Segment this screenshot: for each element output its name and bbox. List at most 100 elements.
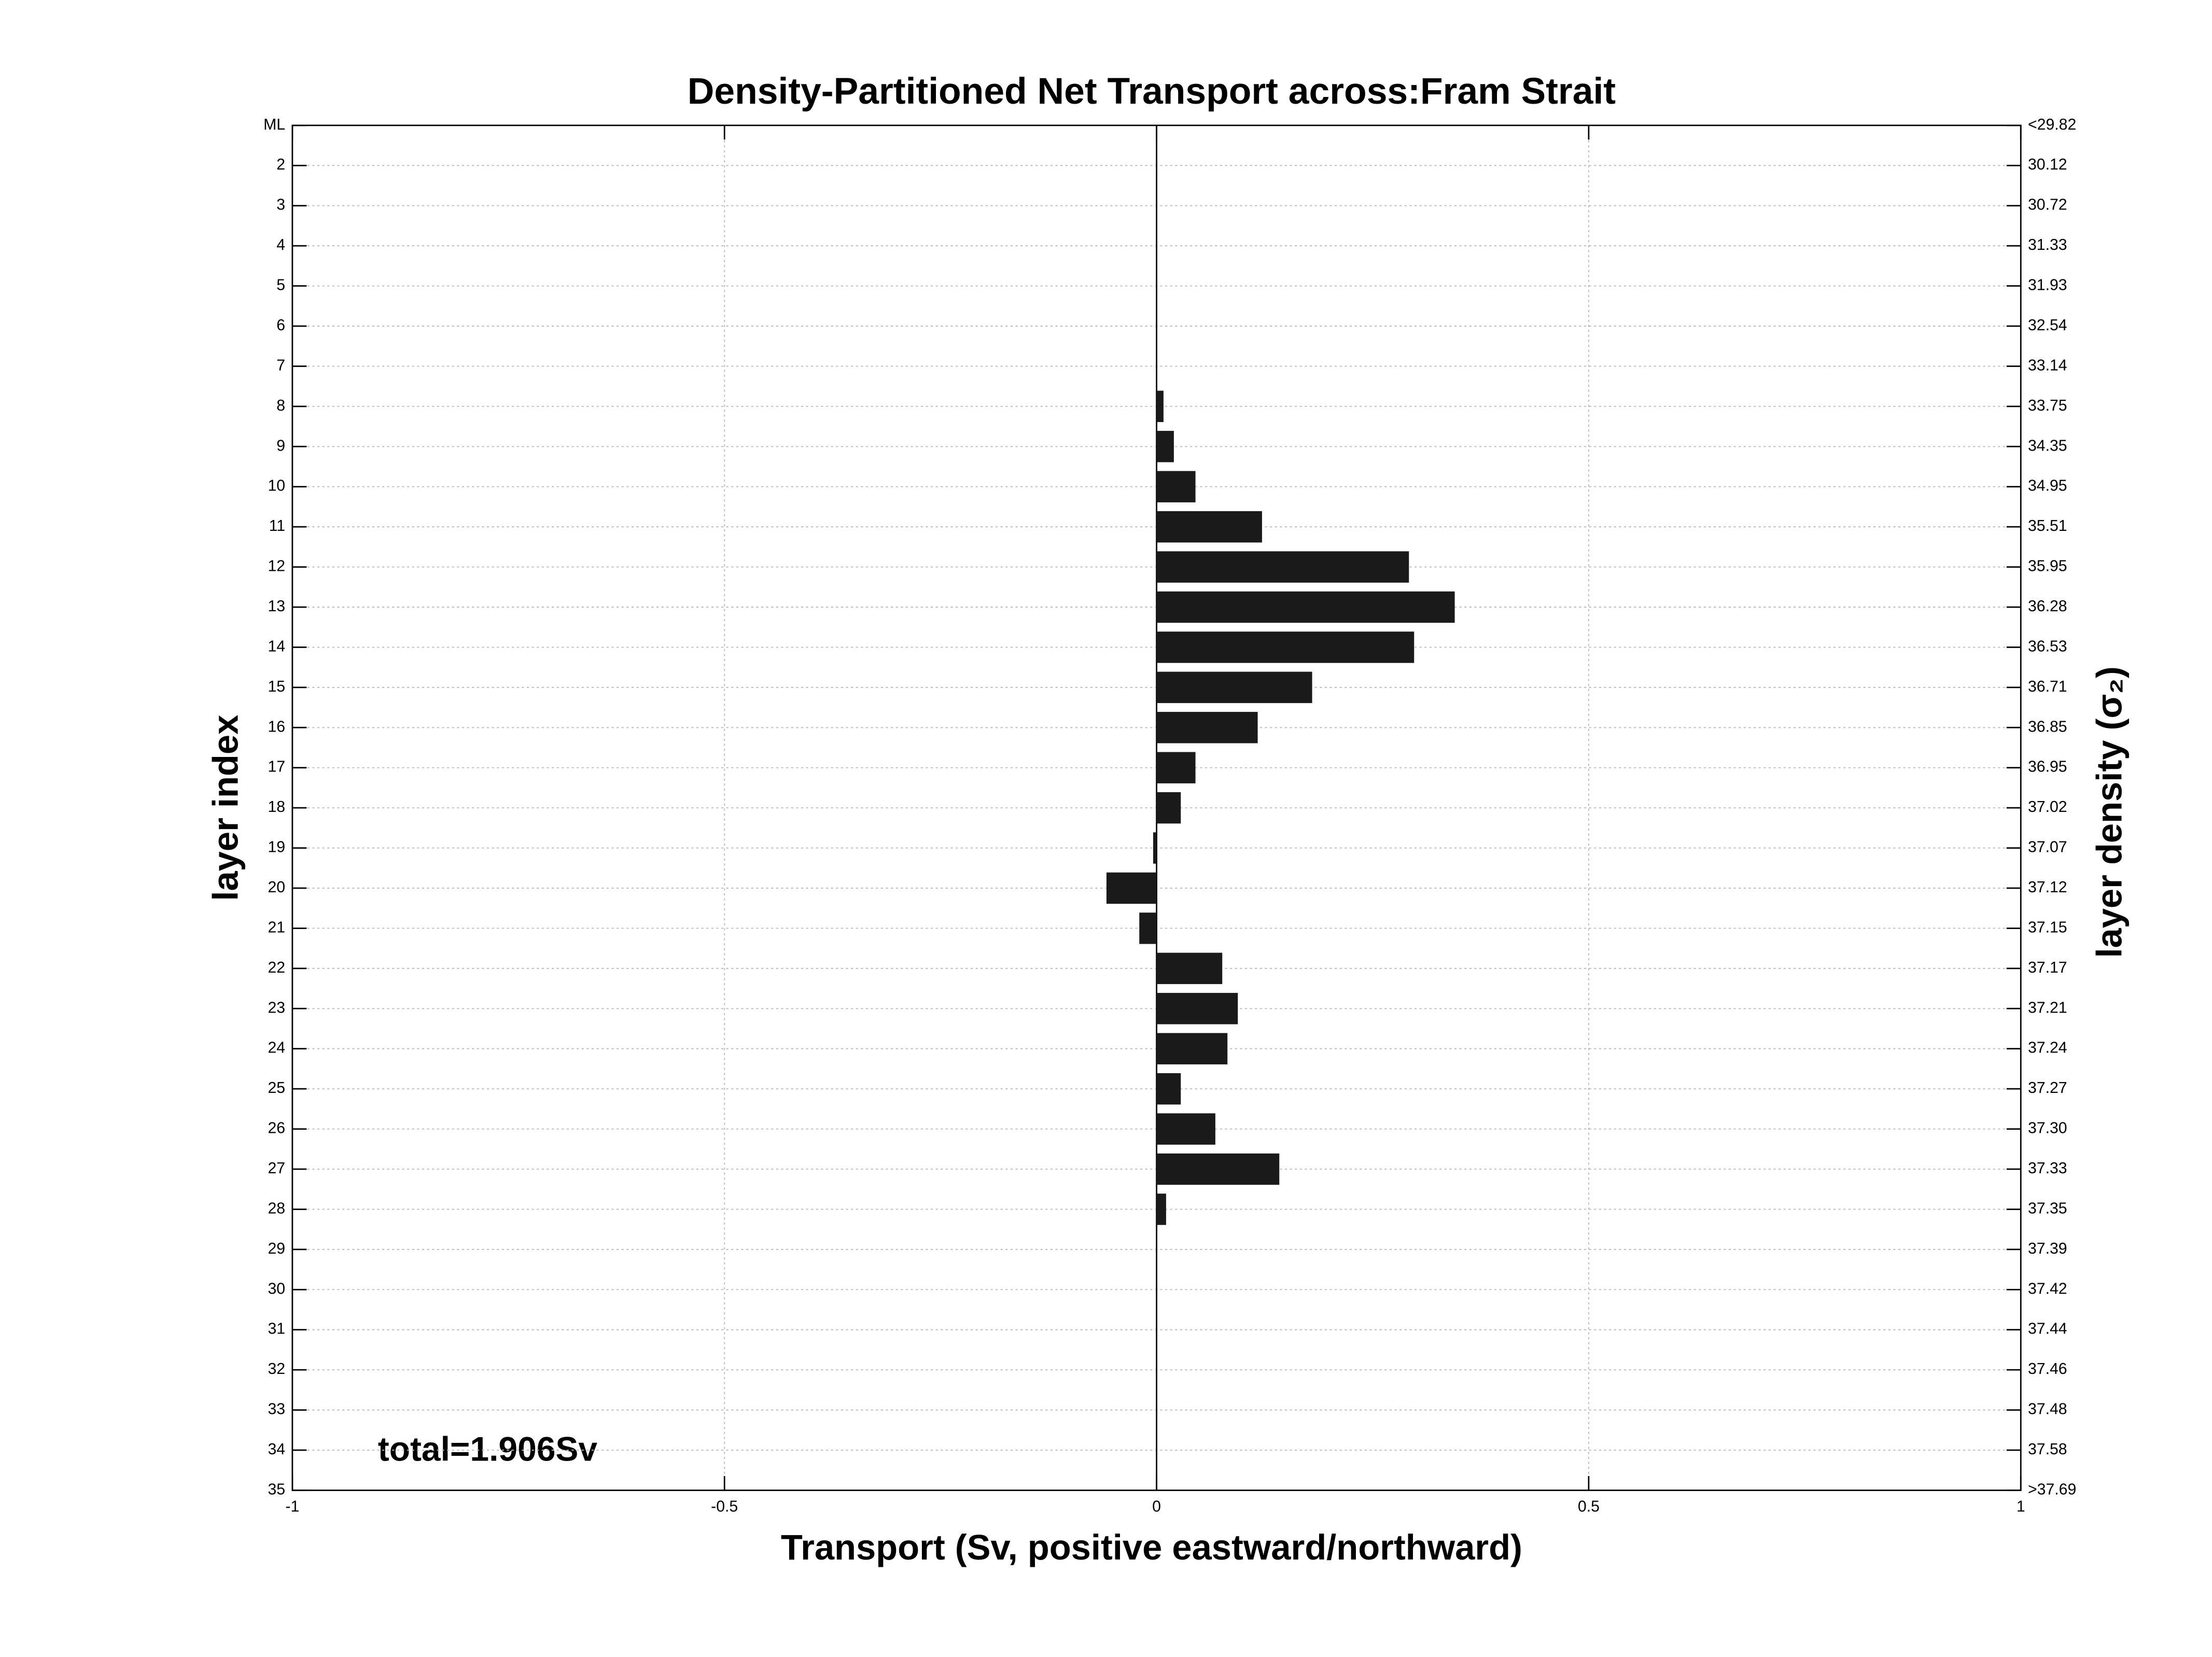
- annotation: total=1.906Sv: [378, 1430, 598, 1468]
- y2-tick-label: 37.48: [2028, 1401, 2067, 1418]
- y2-axis-label: layer density (σ₂): [2089, 666, 2129, 958]
- y2-tick-label: 37.35: [2028, 1200, 2067, 1217]
- bar: [1156, 551, 1409, 583]
- y2-tick-label: 37.27: [2028, 1079, 2067, 1097]
- y-tick-label: 25: [268, 1079, 285, 1097]
- x-axis-label: Transport (Sv, positive eastward/northwa…: [781, 1527, 1522, 1567]
- y-tick-label: 35: [268, 1481, 285, 1498]
- y2-tick-label: 37.15: [2028, 919, 2067, 936]
- y-tick-label: 20: [268, 879, 285, 896]
- y2-tick-label: 36.95: [2028, 759, 2067, 776]
- y-tick-label: 10: [268, 478, 285, 495]
- y2-tick-label: 37.24: [2028, 1040, 2067, 1057]
- y2-tick-label: 30.12: [2028, 156, 2067, 173]
- x-tick-label: 1: [2017, 1498, 2025, 1515]
- bar: [1139, 912, 1157, 944]
- x-tick-label: -0.5: [711, 1498, 738, 1515]
- y2-tick-label: 30.72: [2028, 196, 2067, 214]
- y2-tick-label: 37.30: [2028, 1120, 2067, 1137]
- y-tick-label: ML: [263, 116, 285, 133]
- bar: [1156, 511, 1262, 543]
- y-tick-label: 7: [276, 357, 285, 374]
- y2-tick-label: 32.54: [2028, 317, 2067, 334]
- y2-tick-label: 34.95: [2028, 478, 2067, 495]
- bar: [1156, 1033, 1228, 1064]
- y2-tick-label: 37.42: [2028, 1280, 2067, 1297]
- x-tick-label: 0: [1152, 1498, 1161, 1515]
- y-tick-label: 11: [269, 517, 285, 535]
- y-tick-label: 3: [276, 196, 285, 214]
- y-tick-label: 23: [268, 999, 285, 1016]
- y-tick-label: 17: [268, 759, 285, 776]
- y-tick-label: 13: [268, 598, 285, 615]
- y2-tick-label: 37.02: [2028, 798, 2067, 816]
- y-tick-label: 4: [276, 236, 285, 254]
- y-tick-label: 19: [268, 839, 285, 856]
- y-tick-label: 6: [276, 317, 285, 334]
- bar: [1156, 712, 1258, 743]
- y2-tick-label: 36.28: [2028, 598, 2067, 615]
- y-tick-label: 31: [268, 1321, 285, 1338]
- chart-title: Density-Partitioned Net Transport across…: [688, 71, 1616, 112]
- bar: [1156, 631, 1415, 663]
- bar: [1156, 1153, 1280, 1185]
- plot-frame: [291, 124, 2022, 1491]
- bar: [1106, 872, 1157, 904]
- y-tick-label: 22: [268, 959, 285, 976]
- y2-tick-label: 37.58: [2028, 1441, 2067, 1458]
- y2-tick-label: 36.85: [2028, 718, 2067, 735]
- y2-tick-label: 33.14: [2028, 357, 2067, 374]
- bar: [1156, 591, 1455, 623]
- y2-tick-label: 35.95: [2028, 558, 2067, 575]
- y2-tick-label: 37.44: [2028, 1321, 2067, 1338]
- bar: [1153, 832, 1157, 864]
- bar: [1156, 671, 1312, 704]
- y2-tick-label: 33.75: [2028, 397, 2067, 414]
- y-axis-label: layer index: [205, 715, 245, 901]
- y-tick-label: 29: [268, 1240, 285, 1257]
- y2-tick-label: 37.17: [2028, 959, 2067, 976]
- bar: [1156, 952, 1223, 985]
- y2-tick-label: >37.69: [2028, 1481, 2076, 1498]
- y-tick-label: 33: [268, 1401, 285, 1418]
- y2-tick-label: 37.33: [2028, 1160, 2067, 1177]
- bar: [1156, 792, 1181, 824]
- y-tick-label: 12: [268, 558, 285, 575]
- y2-tick-label: 37.07: [2028, 839, 2067, 856]
- bar: [1156, 1193, 1166, 1225]
- y-tick-label: 14: [268, 638, 285, 655]
- bar: [1156, 1073, 1181, 1105]
- y2-tick-label: <29.82: [2028, 116, 2076, 133]
- y2-tick-label: 37.21: [2028, 999, 2067, 1016]
- bar: [1156, 993, 1238, 1024]
- y-tick-label: 8: [276, 397, 285, 414]
- bar: [1156, 1113, 1215, 1145]
- x-tick-label: 0.5: [1578, 1498, 1600, 1515]
- y-tick-label: 30: [268, 1280, 285, 1297]
- bar: [1156, 471, 1196, 502]
- y-tick-label: 28: [268, 1200, 285, 1217]
- y-tick-label: 24: [268, 1040, 285, 1057]
- y-tick-label: 9: [276, 437, 285, 454]
- y2-tick-label: 37.39: [2028, 1240, 2067, 1257]
- y2-tick-label: 37.46: [2028, 1360, 2067, 1378]
- bar: [1156, 431, 1174, 462]
- y-tick-label: 18: [268, 798, 285, 816]
- y-tick-label: 15: [268, 678, 285, 695]
- y-tick-label: 16: [268, 718, 285, 735]
- y2-tick-label: 31.33: [2028, 236, 2067, 254]
- bar: [1156, 752, 1196, 783]
- y-tick-label: 32: [268, 1360, 285, 1378]
- y-tick-label: 27: [268, 1160, 285, 1177]
- x-tick-label: -1: [285, 1498, 299, 1515]
- bar: [1156, 390, 1164, 423]
- y-tick-label: 5: [276, 277, 285, 294]
- y-tick-label: 2: [276, 156, 285, 173]
- y2-tick-label: 36.71: [2028, 678, 2067, 695]
- y2-tick-label: 36.53: [2028, 638, 2067, 655]
- y2-tick-label: 31.93: [2028, 277, 2067, 294]
- y-tick-label: 34: [268, 1441, 285, 1458]
